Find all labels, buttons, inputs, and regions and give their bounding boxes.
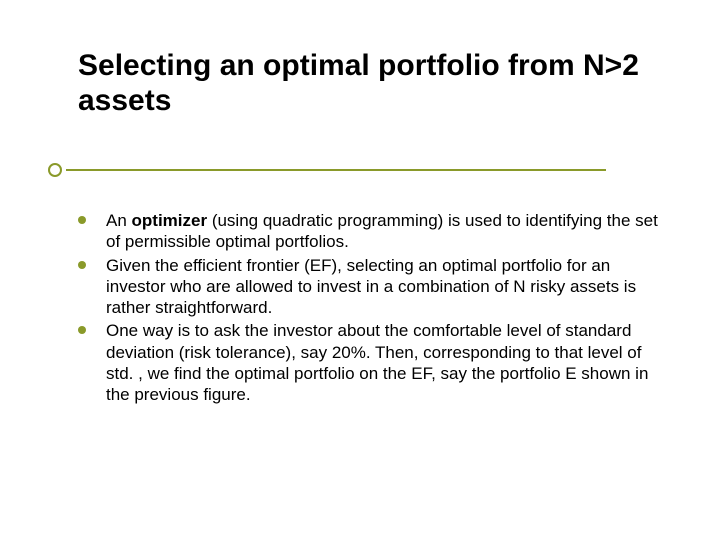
bullet-icon	[78, 216, 86, 224]
bullet-icon	[78, 326, 86, 334]
bullet-rest: Given the efficient frontier (EF), selec…	[106, 256, 636, 318]
rule-circle-icon	[48, 163, 62, 177]
bullet-rest: One way is to ask the investor about the…	[106, 321, 648, 404]
list-item: Given the efficient frontier (EF), selec…	[78, 255, 658, 319]
list-item: An optimizer (using quadratic programmin…	[78, 210, 658, 253]
divider-rule	[0, 160, 720, 180]
content-area: An optimizer (using quadratic programmin…	[78, 210, 658, 407]
bullet-prefix: An	[106, 211, 132, 230]
list-item: One way is to ask the investor about the…	[78, 320, 658, 405]
bullet-list: An optimizer (using quadratic programmin…	[78, 210, 658, 405]
rule-line	[66, 169, 606, 171]
slide: Selecting an optimal portfolio from N>2 …	[0, 0, 720, 540]
bullet-icon	[78, 261, 86, 269]
bullet-bold: optimizer	[132, 211, 208, 230]
slide-title: Selecting an optimal portfolio from N>2 …	[78, 48, 668, 119]
